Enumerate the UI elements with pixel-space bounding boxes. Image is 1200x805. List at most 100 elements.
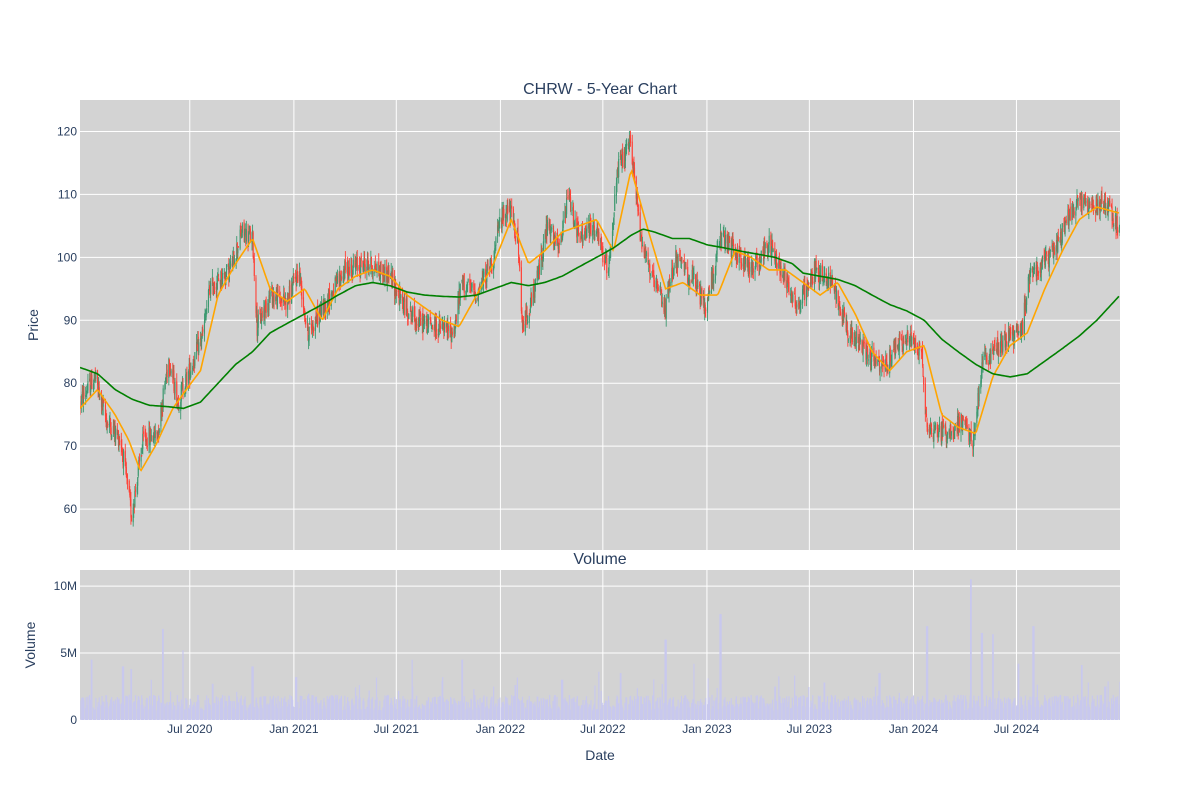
volume-bar	[673, 706, 675, 720]
candle-body	[904, 340, 907, 342]
candle-body	[245, 228, 247, 242]
candle-body	[655, 281, 657, 289]
candle-body	[687, 284, 689, 286]
volume-bar	[1006, 698, 1008, 720]
candle-body	[927, 427, 929, 432]
candle-body	[782, 276, 784, 282]
candle-body	[347, 260, 349, 276]
candle-body	[83, 392, 85, 396]
candle-body	[433, 327, 435, 330]
candle-body	[932, 435, 934, 439]
candle-body	[1028, 278, 1031, 285]
candle-body	[525, 310, 527, 319]
candle-body	[528, 315, 530, 323]
candle-body	[493, 250, 495, 265]
candle-body	[308, 326, 310, 341]
candle-body	[754, 270, 756, 273]
volume-bar	[1002, 707, 1004, 720]
candle-body	[336, 276, 339, 284]
candle-body	[312, 324, 314, 329]
candle-body	[439, 325, 441, 329]
candle-body	[348, 266, 350, 280]
candle-body	[620, 163, 623, 166]
candle-body	[511, 206, 513, 210]
volume-bar	[301, 695, 303, 720]
candle-body	[144, 431, 146, 437]
volume-bar	[671, 699, 674, 720]
volume-bar	[736, 703, 739, 720]
candle-body	[897, 345, 899, 349]
candle-body	[562, 229, 564, 238]
candle-body	[85, 395, 87, 398]
volume-bar	[225, 701, 228, 720]
candle-body	[747, 256, 749, 267]
candle-body	[798, 303, 800, 305]
candle-body	[90, 373, 92, 390]
volume-bar	[566, 702, 568, 720]
candle-body	[700, 289, 702, 291]
candle-body	[392, 273, 394, 279]
volume-bar	[1114, 697, 1117, 720]
price-series-group	[80, 130, 1120, 527]
candle-body	[176, 381, 178, 406]
candle-body	[132, 507, 134, 523]
candle-body	[747, 254, 749, 274]
volume-bar	[1033, 707, 1036, 720]
candle-body	[202, 328, 204, 332]
candle-body	[743, 253, 745, 272]
candle-body	[584, 229, 586, 231]
candle-body	[731, 238, 733, 247]
volume-bar	[240, 695, 242, 720]
volume-bar	[516, 677, 518, 720]
candle-body	[640, 234, 642, 241]
volume-bar	[1061, 701, 1063, 720]
candle-body	[762, 248, 764, 253]
candle-body	[558, 243, 560, 250]
candle-body	[544, 231, 546, 243]
candle-body	[461, 282, 464, 284]
candle-body	[292, 284, 294, 295]
volume-bar	[721, 708, 723, 720]
candle-body	[901, 338, 903, 346]
volume-bar	[1085, 706, 1087, 720]
candle-body	[783, 270, 785, 280]
candle-body	[858, 345, 860, 350]
volume-bar	[459, 701, 461, 720]
candle-body	[988, 362, 990, 366]
candle-body	[1025, 303, 1027, 311]
candle-body	[188, 371, 190, 384]
candle-body	[958, 415, 960, 432]
candle-body	[899, 332, 901, 340]
candle-body	[236, 243, 238, 260]
candle-body	[229, 266, 231, 269]
volume-bar	[665, 639, 667, 720]
candle-body	[1051, 245, 1053, 248]
x-tick-label: Jul 2022	[580, 722, 626, 736]
volume-bar	[748, 697, 750, 720]
candle-body	[837, 291, 839, 307]
candle-body	[352, 269, 354, 276]
candle-body	[768, 235, 770, 245]
candle-body	[261, 313, 263, 322]
candle-body	[675, 250, 677, 268]
volume-bar	[130, 669, 133, 720]
candle-body	[697, 285, 699, 287]
candle-body	[437, 333, 439, 336]
candle-body	[1000, 341, 1002, 354]
candle-body	[1073, 211, 1075, 215]
candle-body	[209, 288, 211, 292]
volume-bar	[697, 701, 699, 720]
volume-bar	[475, 707, 477, 720]
volume-bar	[954, 701, 956, 720]
candle-body	[968, 427, 970, 442]
candle-body	[834, 283, 836, 292]
candle-body	[1063, 222, 1065, 227]
candle-body	[244, 230, 246, 234]
candle-body	[580, 235, 582, 240]
candle-body	[220, 271, 223, 285]
candle-body	[185, 373, 187, 376]
candle-body	[1055, 247, 1057, 256]
candle-body	[723, 235, 726, 246]
candle-body	[681, 257, 683, 259]
candle-body	[97, 384, 99, 392]
